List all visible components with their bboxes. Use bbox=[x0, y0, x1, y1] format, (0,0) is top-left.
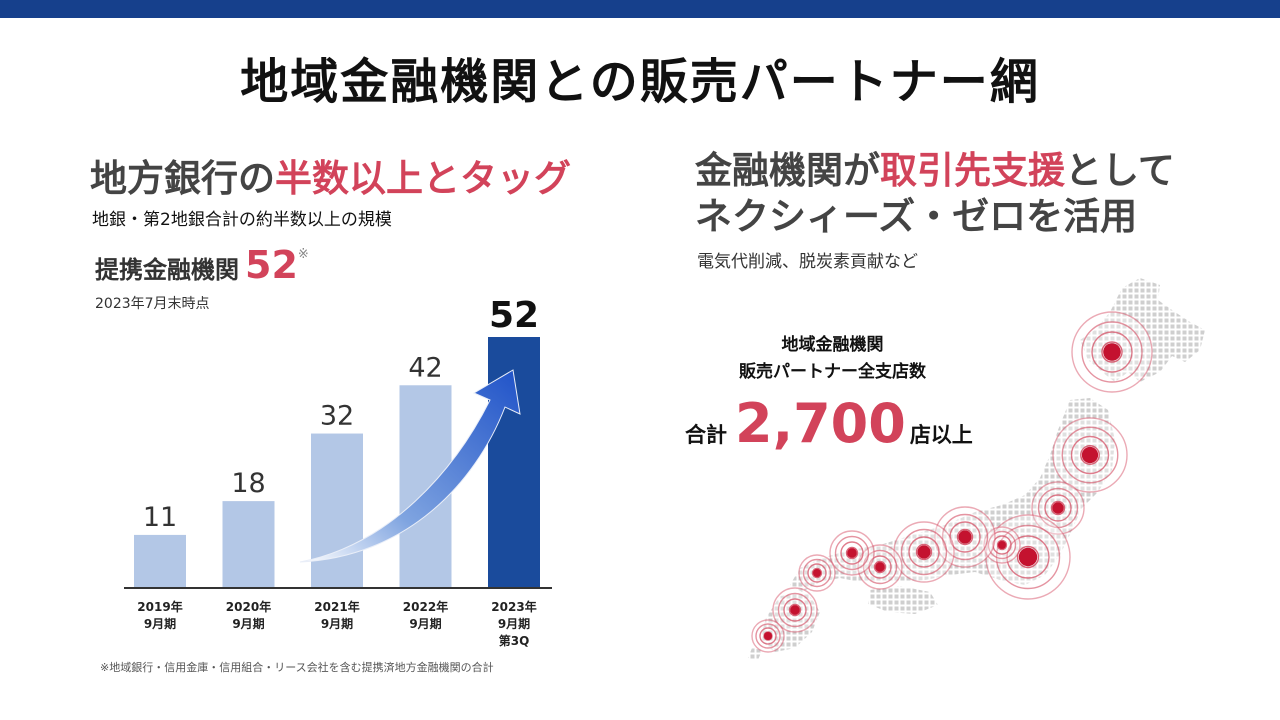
page-title: 地域金融機関との販売パートナー網 bbox=[240, 54, 1040, 110]
right-heading-plain-a: 金融機関が bbox=[695, 149, 880, 192]
location-marker-1 bbox=[1052, 417, 1128, 493]
bar-value-label-2: 32 bbox=[320, 401, 354, 432]
branch-caption-line2: 販売パートナー全支店数 bbox=[739, 362, 926, 382]
category-label-0-1: 9月期 bbox=[144, 616, 176, 631]
category-label-0-0: 2019年 bbox=[137, 599, 182, 614]
chart-footnote: ※地域銀行・信用金庫・信用組合・リース会社を含む提携済地方金融機関の合計 bbox=[100, 661, 494, 674]
bar-value-label-1: 18 bbox=[231, 468, 265, 499]
branch-caption-line1: 地域金融機関 bbox=[781, 335, 884, 355]
location-marker-10 bbox=[772, 587, 818, 633]
right-heading-highlight: 取引先支援 bbox=[880, 149, 1065, 192]
location-marker-4 bbox=[983, 526, 1021, 564]
partner-count-value: 52 bbox=[245, 243, 298, 287]
category-label-3-0: 2022年 bbox=[403, 599, 448, 614]
bar-1 bbox=[222, 501, 275, 588]
labels-group: 11 18 32 42 52 bbox=[143, 295, 539, 533]
right-subheading: 電気代削減、脱炭素貢献など bbox=[697, 252, 918, 272]
left-subheading: 地銀・第2地銀合計の約半数以上の規模 bbox=[92, 210, 392, 230]
location-marker-7 bbox=[857, 544, 903, 590]
right-heading-plain-b: として bbox=[1065, 149, 1175, 192]
left-heading-highlight: 半数以上とタッグ bbox=[275, 157, 571, 200]
category-label-4-1: 9月期 bbox=[498, 616, 530, 631]
category-labels-group: 2019年 9月期 2020年 9月期 2021年 9月期 2022年 9月期 2023年 9月期… bbox=[137, 599, 536, 648]
bar-0 bbox=[134, 534, 186, 588]
location-marker-5 bbox=[934, 506, 996, 568]
branch-caption: 地域金融機関 販売パートナー全支店数 bbox=[680, 332, 985, 386]
right-heading-line2: ネクシィーズ・ゼロを活用 bbox=[695, 195, 1138, 238]
location-marker-9 bbox=[798, 554, 836, 592]
category-label-1-0: 2020年 bbox=[226, 599, 271, 614]
category-label-4-0: 2023年 bbox=[491, 599, 536, 614]
location-marker-2 bbox=[1031, 481, 1085, 535]
bar-value-label-4: 52 bbox=[489, 295, 539, 336]
bar-2 bbox=[311, 433, 363, 588]
left-heading-plain: 地方銀行の bbox=[90, 157, 275, 200]
category-label-4-2: 第3Q bbox=[499, 633, 530, 648]
partner-count-note-mark: ※ bbox=[297, 247, 309, 262]
branch-total: 合計 2,700 店以上 bbox=[685, 392, 973, 455]
category-label-1-1: 9月期 bbox=[232, 616, 264, 631]
left-heading: 地方銀行の半数以上とタッグ bbox=[90, 148, 571, 202]
location-marker-11 bbox=[751, 619, 785, 653]
top-accent-bar bbox=[0, 0, 1280, 18]
location-marker-6 bbox=[893, 521, 955, 583]
right-heading-line1: 金融機関が取引先支援として bbox=[695, 148, 1175, 194]
category-label-2-1: 9月期 bbox=[321, 616, 353, 631]
branch-total-label: 合計 bbox=[685, 423, 727, 447]
branch-total-value: 2,700 bbox=[735, 392, 906, 455]
location-marker-0 bbox=[1071, 311, 1153, 393]
category-label-2-0: 2021年 bbox=[314, 599, 359, 614]
branch-total-suffix: 店以上 bbox=[909, 423, 973, 447]
bar-value-label-0: 11 bbox=[143, 502, 177, 533]
bar-value-label-3: 42 bbox=[408, 352, 442, 383]
trend-arrow-icon bbox=[299, 369, 521, 563]
category-label-3-1: 9月期 bbox=[409, 616, 441, 631]
partner-count: 提携金融機関 52※ bbox=[95, 243, 309, 287]
partner-count-label: 提携金融機関 bbox=[95, 256, 239, 284]
right-heading: 金融機関が取引先支援として ネクシィーズ・ゼロを活用 bbox=[695, 148, 1175, 240]
as-of-date: 2023年7月末時点 bbox=[95, 296, 210, 312]
branch-location-markers bbox=[751, 311, 1153, 653]
location-marker-8 bbox=[829, 530, 875, 576]
